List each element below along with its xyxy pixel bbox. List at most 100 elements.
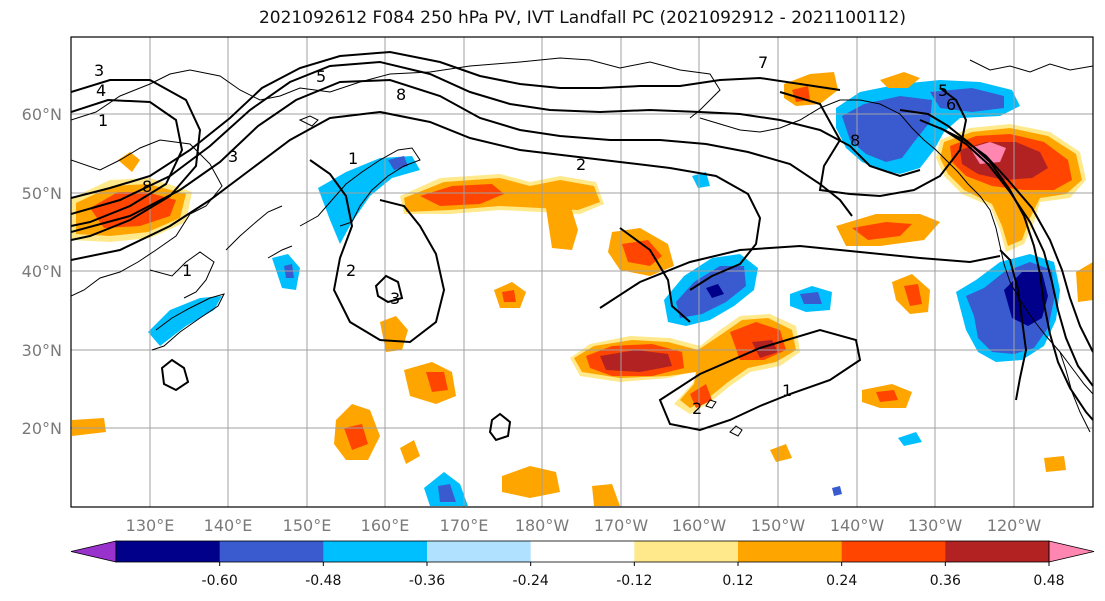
ivt-positive-region (90, 192, 176, 228)
contour-label: 3 (390, 289, 400, 308)
colorbar-labels: -0.60 -0.48 -0.36 -0.24 -0.12 0.12 0.24 0.36 0.4… (202, 573, 1065, 589)
ivt-negative-region (318, 156, 420, 244)
longitude-labels: 130°E 140°E 150°E 160°E 170°E 180°W 170°… (126, 516, 1042, 535)
lon-label: 160°W (672, 516, 727, 535)
ivt-negative-region (148, 296, 222, 346)
colorbar-extend-high (1048, 540, 1095, 563)
contour-label: 1 (98, 111, 108, 130)
lon-label: 130°E (126, 516, 175, 535)
ivt-negative-region (832, 486, 842, 496)
ivt-positive-region (72, 418, 106, 436)
ivt-negative-region (842, 96, 932, 162)
colorbar-segment (634, 541, 739, 562)
contour-label: 1 (348, 149, 358, 168)
ivt-positive-region (970, 142, 1006, 164)
ivt-positive-region (420, 184, 504, 206)
contour-label: 8 (396, 85, 406, 104)
contour-label: 1 (182, 261, 192, 280)
ivt-positive-region (1044, 456, 1066, 472)
lon-label: 130°W (908, 516, 963, 535)
contour-label: 2 (692, 399, 702, 418)
colorbar-outline (115, 540, 1050, 563)
ivt-shading (72, 72, 1093, 506)
coastlines (71, 57, 1093, 437)
lon-label: 180°W (515, 516, 570, 535)
colorbar-tick-label: -0.24 (513, 573, 549, 589)
colorbar-tick-label: 0.12 (722, 573, 753, 589)
colorbar-segment (841, 541, 946, 562)
colorbar-tick-label: 0.36 (930, 573, 961, 589)
pv-contours (71, 50, 1093, 442)
lat-label: 20°N (22, 419, 62, 438)
ivt-positive-region (792, 86, 810, 102)
ivt-positive-region (904, 284, 922, 306)
ivt-positive-region (880, 72, 920, 88)
colorbar-segment (116, 541, 221, 562)
ivt-positive-region (1076, 262, 1093, 302)
ivt-positive-region (426, 372, 448, 392)
lon-label: 140°W (830, 516, 885, 535)
contour-label: 7 (758, 53, 768, 72)
contour-label: 8 (850, 131, 860, 150)
colorbar-tick-label: 0.48 (1033, 573, 1064, 589)
pv-contour-labels: 3 4 1 5 8 2 1 2 3 1 2 1 7 5 6 8 3 8 (94, 53, 956, 418)
ivt-negative-region (692, 172, 710, 188)
lon-label: 150°E (283, 516, 332, 535)
lon-label: 160°E (361, 516, 410, 535)
lon-label: 140°E (204, 516, 253, 535)
colorbar (70, 540, 1095, 566)
lon-label: 120°W (987, 516, 1042, 535)
colorbar-segment (738, 541, 843, 562)
lat-label: 30°N (22, 341, 62, 360)
ivt-positive-region (118, 152, 140, 172)
ivt-positive-region (344, 424, 368, 450)
colorbar-tick-label: -0.60 (202, 573, 238, 589)
contour-label: 5 (938, 81, 948, 100)
ivt-positive-region (600, 350, 672, 372)
ivt-positive-region (622, 240, 662, 266)
contour-label: 3 (94, 61, 104, 80)
ivt-positive-region (546, 204, 578, 250)
ivt-negative-region (1004, 272, 1048, 326)
contour-label: 4 (96, 81, 106, 100)
ivt-negative-region (438, 484, 456, 502)
colorbar-tick-label: -0.12 (616, 573, 652, 589)
lat-label: 50°N (22, 184, 62, 203)
ivt-positive-region (592, 484, 620, 506)
lon-label: 170°W (594, 516, 649, 535)
ivt-positive-region (502, 466, 560, 498)
ivt-negative-region (898, 432, 922, 446)
contour-label: 5 (316, 67, 326, 86)
lat-label: 60°N (22, 105, 62, 124)
colorbar-tick-label: 0.24 (826, 573, 857, 589)
colorbar-segment (945, 541, 1050, 562)
contour-label: 2 (576, 155, 586, 174)
ivt-positive-region (380, 316, 408, 352)
colorbar-segment (323, 541, 428, 562)
contour-label: 6 (946, 95, 956, 114)
ivt-positive-region (502, 290, 516, 302)
contour-label: 1 (782, 381, 792, 400)
ivt-positive-region (690, 384, 712, 408)
contour-label: 2 (346, 261, 356, 280)
ivt-positive-region (400, 440, 420, 464)
colorbar-segment (530, 541, 635, 562)
latitude-labels: 60°N 50°N 40°N 30°N 20°N (22, 105, 62, 438)
colorbar-segment (427, 541, 532, 562)
lat-label: 40°N (22, 262, 62, 281)
map-frame (70, 36, 1094, 508)
map-title: 2021092612 F084 250 hPa PV, IVT Landfall… (258, 8, 906, 28)
ivt-positive-region (852, 222, 912, 240)
contour-label: 3 (228, 147, 238, 166)
colorbar-tick-label: -0.36 (409, 573, 445, 589)
colorbar-extend-low (70, 540, 117, 563)
ivt-positive-region (876, 390, 898, 402)
lon-label: 170°E (440, 516, 489, 535)
contour-label: 8 (142, 177, 152, 196)
colorbar-tick-label: -0.48 (305, 573, 341, 589)
lon-label: 150°W (751, 516, 806, 535)
colorbar-segment (219, 541, 324, 562)
ivt-positive-region (770, 444, 792, 462)
